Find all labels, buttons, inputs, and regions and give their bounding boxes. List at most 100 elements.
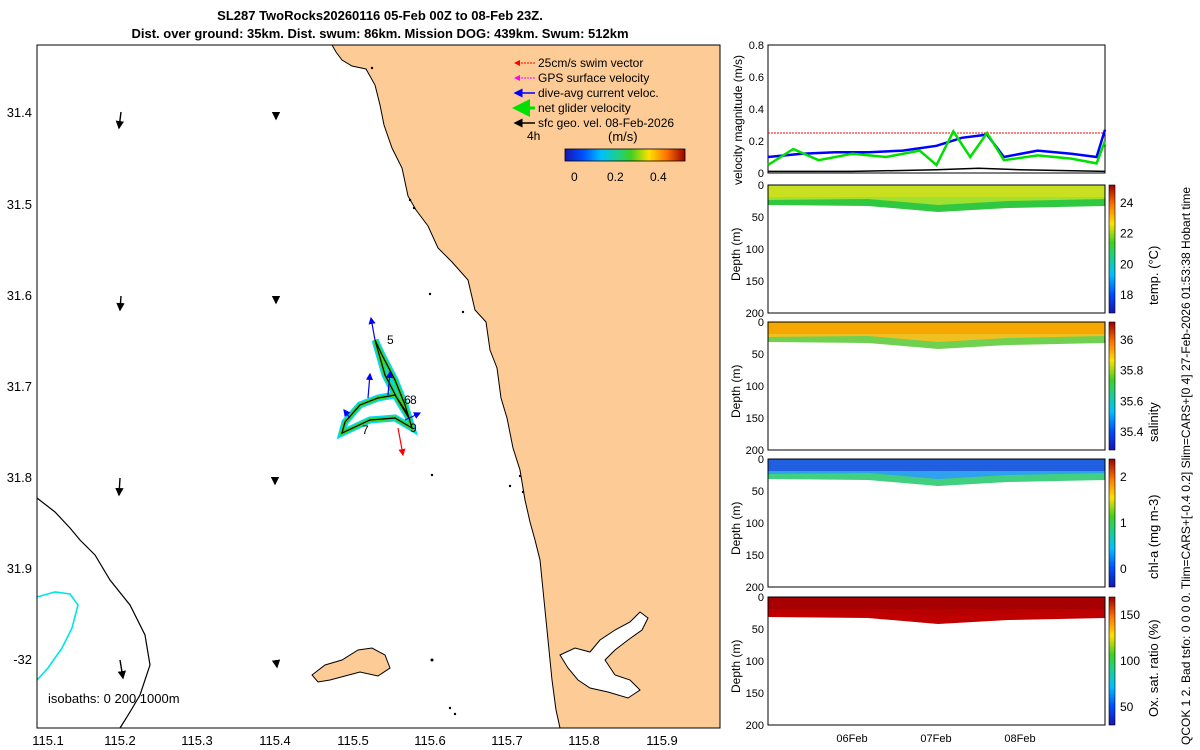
vel-ytick: 0.2	[749, 136, 764, 148]
vel-ytick: 0	[758, 168, 764, 180]
colorbar-tick: 0.4	[650, 170, 667, 184]
colorbar-tick: 22	[1120, 227, 1134, 241]
depth-tick: 150	[746, 688, 764, 700]
glider-vectors	[343, 316, 422, 457]
svg-text:115.5: 115.5	[337, 733, 369, 748]
colorbar-tick: 1	[1120, 516, 1127, 530]
svg-text:07Feb: 07Feb	[920, 733, 951, 745]
colorbar-tick: 36	[1120, 333, 1134, 347]
day-labels: 5 6 7 8 9	[362, 333, 417, 437]
colorbar-tick: 35.8	[1120, 364, 1144, 378]
depth-ylabel: Depth (m)	[729, 502, 743, 555]
svg-text:31.4: 31.4	[7, 105, 32, 120]
isobath-1000m	[36, 591, 79, 681]
depth-tick: 0	[758, 317, 764, 329]
side-annotation: QCOK 1 2. Bad tsfo: 0 0 0 0. Tlim=CARS+[…	[1179, 187, 1193, 745]
day-label: 7	[362, 423, 369, 437]
legend-geo: sfc geo. vel. 08-Feb-2026	[538, 116, 674, 130]
map-x-ticks: 115.1 115.2 115.3 115.4 115.5 115.6 115.…	[32, 733, 678, 748]
colorbar-tick: 0	[571, 170, 578, 184]
colorbar-tick: 100	[1120, 654, 1140, 668]
date-ticks: 06Feb 07Feb 08Feb	[836, 733, 1035, 745]
velocity-series-line	[767, 129, 1107, 159]
depth-tick: 150	[746, 276, 764, 288]
vel-ylabel: velocity magnitude (m/s)	[731, 55, 745, 185]
depth-tick: 0	[758, 180, 764, 192]
colorbar-tick: 24	[1120, 196, 1134, 210]
depth-tick: 200	[746, 308, 764, 320]
svg-text:115.9: 115.9	[646, 733, 678, 748]
svg-text:115.7: 115.7	[491, 733, 523, 748]
colorbar-label: salinity	[1146, 402, 1161, 442]
day-label: 8	[410, 393, 417, 407]
svg-text:115.1: 115.1	[32, 733, 64, 748]
depth-tick: 200	[746, 720, 764, 732]
depth-tick: 150	[746, 413, 764, 425]
vel-ytick: 0.4	[749, 104, 764, 116]
depth-ylabel: Depth (m)	[729, 640, 743, 693]
svg-text:31.9: 31.9	[7, 561, 32, 576]
map-panel: 5 6 7 8 9 25cm/s swim vector GPS surface…	[7, 44, 721, 748]
svg-text:115.3: 115.3	[181, 733, 213, 748]
section-panel: 0 50 100 150 200 Depth (m) 50 100 150 Ox. sat. ra…	[729, 592, 1161, 732]
section-panel: 0 50 100 150 200 Depth (m) 18 20 22 24 temp. (°C)	[729, 180, 1161, 320]
legend-net: net glider velocity	[538, 101, 631, 115]
svg-text:31.7: 31.7	[7, 379, 32, 394]
plot-title-line2: Dist. over ground: 35km. Dist. swum: 86k…	[131, 26, 629, 41]
svg-text:115.4: 115.4	[259, 733, 291, 748]
map-y-ticks: 31.4 31.5 31.6 31.7 31.8 31.9 -32	[7, 105, 32, 667]
svg-text:115.2: 115.2	[104, 733, 136, 748]
vel-ytick: 0.8	[749, 40, 764, 52]
islets	[370, 66, 525, 716]
legend-dive: dive-avg current veloc.	[538, 86, 659, 100]
depth-tick: 150	[746, 550, 764, 562]
depth-tick: 100	[746, 656, 764, 668]
day-label: 9	[410, 421, 417, 435]
velocity-panel: 0 0.2 0.4 0.6 0.8 velocity magnitude (m/…	[731, 40, 1107, 185]
colorbar-tick: 20	[1120, 257, 1134, 271]
svg-text:-32: -32	[13, 652, 32, 667]
colorbar-tick: 0.2	[607, 170, 624, 184]
colorbar-title: (m/s)	[608, 129, 638, 144]
day-label: 5	[387, 333, 394, 347]
svg-text:31.6: 31.6	[7, 288, 32, 303]
svg-text:115.8: 115.8	[568, 733, 600, 748]
glider-track	[336, 338, 418, 440]
current-field-arrows	[115, 111, 281, 680]
colorbar-label: temp. (°C)	[1146, 246, 1161, 305]
legend-gps: GPS surface velocity	[538, 71, 649, 85]
colorbar-tick: 35.6	[1120, 394, 1144, 408]
depth-tick: 200	[746, 582, 764, 594]
depth-tick: 0	[758, 592, 764, 604]
depth-tick: 100	[746, 244, 764, 256]
isobath-200m	[36, 497, 151, 729]
legend-swim: 25cm/s swim vector	[538, 56, 643, 70]
depth-tick: 100	[746, 518, 764, 530]
colorbar-label: chl-a (mg m-3)	[1146, 494, 1161, 579]
island	[311, 647, 391, 683]
colorbar-tick: 150	[1120, 608, 1140, 622]
svg-text:31.5: 31.5	[7, 197, 32, 212]
colorbar-tick: 35.4	[1120, 425, 1144, 439]
map-colorbar	[564, 148, 686, 162]
svg-text:08Feb: 08Feb	[1004, 733, 1035, 745]
depth-tick: 50	[752, 349, 764, 361]
land-mass	[331, 44, 721, 729]
depth-ylabel: Depth (m)	[729, 365, 743, 418]
depth-tick: 50	[752, 486, 764, 498]
inlet	[559, 611, 649, 699]
isobaths-label: isobaths: 0 200 1000m	[48, 691, 180, 706]
section-panel: 0 50 100 150 200 Depth (m) 0 1 2 chl-a (mg m-3)	[729, 454, 1161, 594]
vel-ytick: 0.6	[749, 72, 764, 84]
colorbar-label: Ox. sat. ratio (%)	[1146, 619, 1161, 717]
depth-ylabel: Depth (m)	[729, 228, 743, 281]
section-panel: 0 50 100 150 200 Depth (m) 35.4 35.6 35.8 36 salin…	[729, 317, 1161, 457]
depth-tick: 200	[746, 445, 764, 457]
velocity-series-line	[767, 128, 1107, 167]
svg-text:115.6: 115.6	[414, 733, 446, 748]
depth-tick: 50	[752, 212, 764, 224]
scale-label: 4h	[527, 129, 540, 143]
svg-text:06Feb: 06Feb	[836, 733, 867, 745]
velocity-series-line	[768, 167, 1106, 173]
